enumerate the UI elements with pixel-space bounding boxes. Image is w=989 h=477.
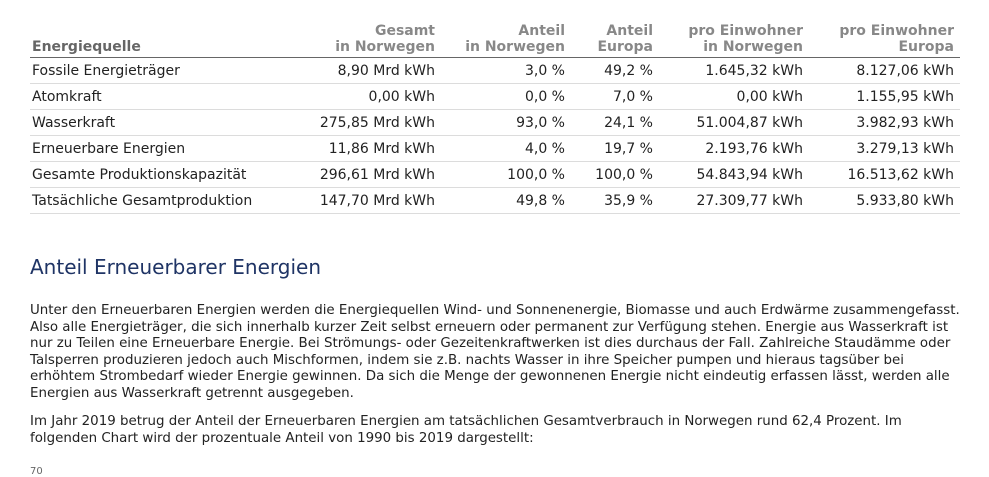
table-row: Atomkraft 0,00 kWh 0,0 % 7,0 % 0,00 kWh … <box>30 83 960 110</box>
section-title: Anteil Erneuerbarer Energien <box>30 255 322 279</box>
table-cell: 51.004,87 kWh <box>659 109 809 136</box>
table-row: Gesamte Produktionskapazität 296,61 Mrd … <box>30 161 960 188</box>
table-cell: 24,1 % <box>571 109 659 136</box>
table-cell: 49,8 % <box>441 187 571 214</box>
table-cell: 27.309,77 kWh <box>659 187 809 214</box>
table-cell: 100,0 % <box>441 161 571 188</box>
table-cell: 49,2 % <box>571 57 659 84</box>
col-header-energiequelle: Energiequelle <box>30 23 315 58</box>
energy-table: Energiequelle Gesamt in Norwegen Anteil in… <box>30 23 960 214</box>
table-row: Tatsächliche Gesamtproduktion 147,70 Mrd… <box>30 187 960 214</box>
table-cell: 1.645,32 kWh <box>659 57 809 84</box>
share-paragraph: Im Jahr 2019 betrug der Anteil der Erneu… <box>30 414 902 446</box>
table-cell: 296,61 Mrd kWh <box>315 161 441 188</box>
table-cell: Tatsächliche Gesamtproduktion <box>30 187 315 214</box>
table-cell: 0,00 kWh <box>315 83 441 110</box>
table-row: Fossile Energieträger 8,90 Mrd kWh 3,0 %… <box>30 57 960 84</box>
table-cell: 100,0 % <box>571 161 659 188</box>
table-cell: 2.193,76 kWh <box>659 135 809 162</box>
table-cell: 8,90 Mrd kWh <box>315 57 441 84</box>
table-cell: 1.155,95 kWh <box>809 83 960 110</box>
table-cell: 5.933,80 kWh <box>809 187 960 214</box>
table-cell: 19,7 % <box>571 135 659 162</box>
table-cell: 54.843,94 kWh <box>659 161 809 188</box>
table-cell: Fossile Energieträger <box>30 57 315 84</box>
col-header-gesamt: Gesamt in Norwegen <box>315 23 441 58</box>
col-header-pro-einwohner-norwegen: pro Einwohner in Norwegen <box>659 23 809 58</box>
table-cell: Wasserkraft <box>30 109 315 136</box>
col-header-pro-einwohner-europa: pro Einwohner Europa <box>809 23 960 58</box>
energy-table-container: Energiequelle Gesamt in Norwegen Anteil in… <box>30 23 960 214</box>
col-header-anteil-norwegen: Anteil in Norwegen <box>441 23 571 58</box>
chart-axis-tick: 70 <box>30 466 43 477</box>
table-cell: Atomkraft <box>30 83 315 110</box>
table-cell: 93,0 % <box>441 109 571 136</box>
table-cell: 7,0 % <box>571 83 659 110</box>
col-header-anteil-europa: Anteil Europa <box>571 23 659 58</box>
table-cell: 11,86 Mrd kWh <box>315 135 441 162</box>
table-cell: 3,0 % <box>441 57 571 84</box>
table-cell: 16.513,62 kWh <box>809 161 960 188</box>
table-row: Wasserkraft 275,85 Mrd kWh 93,0 % 24,1 %… <box>30 109 960 136</box>
table-cell: 35,9 % <box>571 187 659 214</box>
table-header-row: Energiequelle Gesamt in Norwegen Anteil in… <box>30 23 960 58</box>
table-cell: 275,85 Mrd kWh <box>315 109 441 136</box>
table-cell: Gesamte Produktionskapazität <box>30 161 315 188</box>
table-cell: Erneuerbare Energien <box>30 135 315 162</box>
intro-paragraph: Unter den Erneuerbaren Energien werden d… <box>30 303 960 401</box>
table-cell: 147,70 Mrd kWh <box>315 187 441 214</box>
table-cell: 4,0 % <box>441 135 571 162</box>
table-cell: 3.982,93 kWh <box>809 109 960 136</box>
table-cell: 0,0 % <box>441 83 571 110</box>
table-row: Erneuerbare Energien 11,86 Mrd kWh 4,0 %… <box>30 135 960 162</box>
table-cell: 8.127,06 kWh <box>809 57 960 84</box>
table-cell: 0,00 kWh <box>659 83 809 110</box>
table-cell: 3.279,13 kWh <box>809 135 960 162</box>
